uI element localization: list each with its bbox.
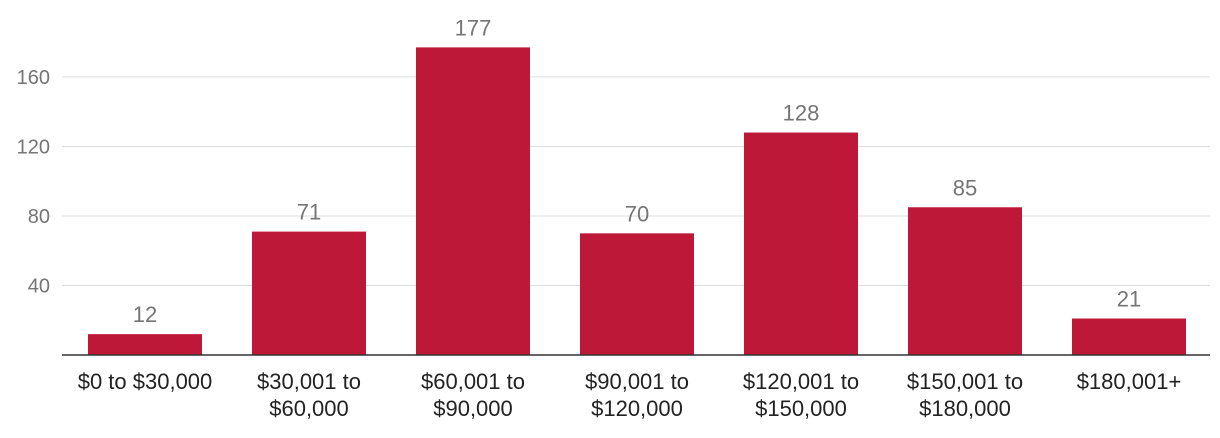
x-tick-label-line: $180,001+	[1077, 369, 1182, 394]
y-axis-ticks: 40 80 120 160	[17, 67, 50, 298]
bar-6	[1072, 318, 1186, 355]
y-tick-label-160: 160	[17, 67, 50, 89]
bar-0	[88, 334, 202, 355]
x-tick-label-6: $180,001+	[1077, 369, 1182, 394]
x-tick-label-2: $60,001 to $90,000	[421, 369, 525, 421]
bar-3	[580, 233, 694, 355]
x-tick-label-line: $120,000	[591, 396, 683, 421]
y-tick-label-120: 120	[17, 136, 50, 158]
data-labels: 12 71 177 70 128 85 21	[133, 15, 1141, 327]
x-tick-label-3: $90,001 to $120,000	[585, 369, 689, 421]
bar-2	[416, 47, 530, 356]
bar-1	[252, 231, 366, 355]
data-label-6: 21	[1117, 287, 1141, 312]
x-tick-label-line: $60,001 to	[421, 369, 525, 394]
x-tick-label-line: $90,001 to	[585, 369, 689, 394]
x-tick-label-1: $30,001 to $60,000	[257, 369, 361, 421]
x-tick-label-0: $0 to $30,000	[78, 369, 213, 394]
x-tick-label-5: $150,001 to $180,000	[907, 369, 1023, 421]
bars	[88, 47, 1186, 356]
data-label-5: 85	[953, 175, 977, 200]
data-label-0: 12	[133, 302, 157, 327]
x-tick-label-line: $150,001 to	[907, 369, 1023, 394]
x-tick-label-4: $120,001 to $150,000	[743, 369, 859, 421]
data-label-2: 177	[455, 15, 492, 40]
y-tick-label-80: 80	[28, 206, 50, 228]
x-tick-label-line: $180,000	[919, 396, 1011, 421]
x-tick-label-line: $60,000	[269, 396, 349, 421]
data-label-3: 70	[625, 201, 649, 226]
data-label-4: 128	[783, 101, 820, 126]
bar-5	[908, 207, 1022, 355]
y-tick-label-40: 40	[28, 275, 50, 297]
x-axis-labels: $0 to $30,000 $30,001 to $60,000 $60,001 to…	[78, 369, 1182, 421]
x-tick-label-line: $90,000	[433, 396, 513, 421]
x-tick-label-line: $0 to $30,000	[78, 369, 213, 394]
x-tick-label-line: $150,000	[755, 396, 847, 421]
x-tick-label-line: $30,001 to	[257, 369, 361, 394]
x-tick-label-line: $120,001 to	[743, 369, 859, 394]
data-label-1: 71	[297, 200, 321, 225]
bar-4	[744, 132, 858, 355]
